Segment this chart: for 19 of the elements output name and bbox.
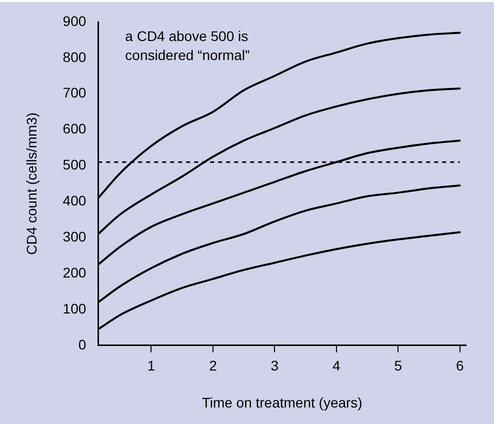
annotation: a CD4 above 500 is considered “normal”	[125, 28, 250, 63]
y-tick-label: 600	[62, 120, 86, 137]
x-tick-label: 6	[456, 358, 464, 374]
x-tick-label: 1	[147, 358, 156, 374]
y-axis-title: CD4 count (cells/mm3)	[23, 112, 40, 255]
x-tick-label: 5	[394, 358, 402, 374]
y-tick-label: 400	[62, 192, 86, 209]
y-tick-label: 0	[78, 336, 86, 352]
x-tick-label: 2	[209, 358, 218, 374]
x-tick-label: 3	[270, 358, 279, 374]
y-tick-label: 100	[62, 300, 86, 316]
y-tick-label: 200	[62, 264, 86, 280]
y-tick-label: 700	[62, 84, 86, 101]
x-axis-title: Time on treatment (years)	[202, 394, 362, 410]
y-tick-label: 800	[62, 48, 86, 65]
y-tick-label: 900	[62, 12, 86, 29]
y-tick-label: 500	[62, 156, 86, 173]
y-tick-label: 300	[62, 228, 86, 244]
x-tick-label: 4	[332, 358, 340, 374]
